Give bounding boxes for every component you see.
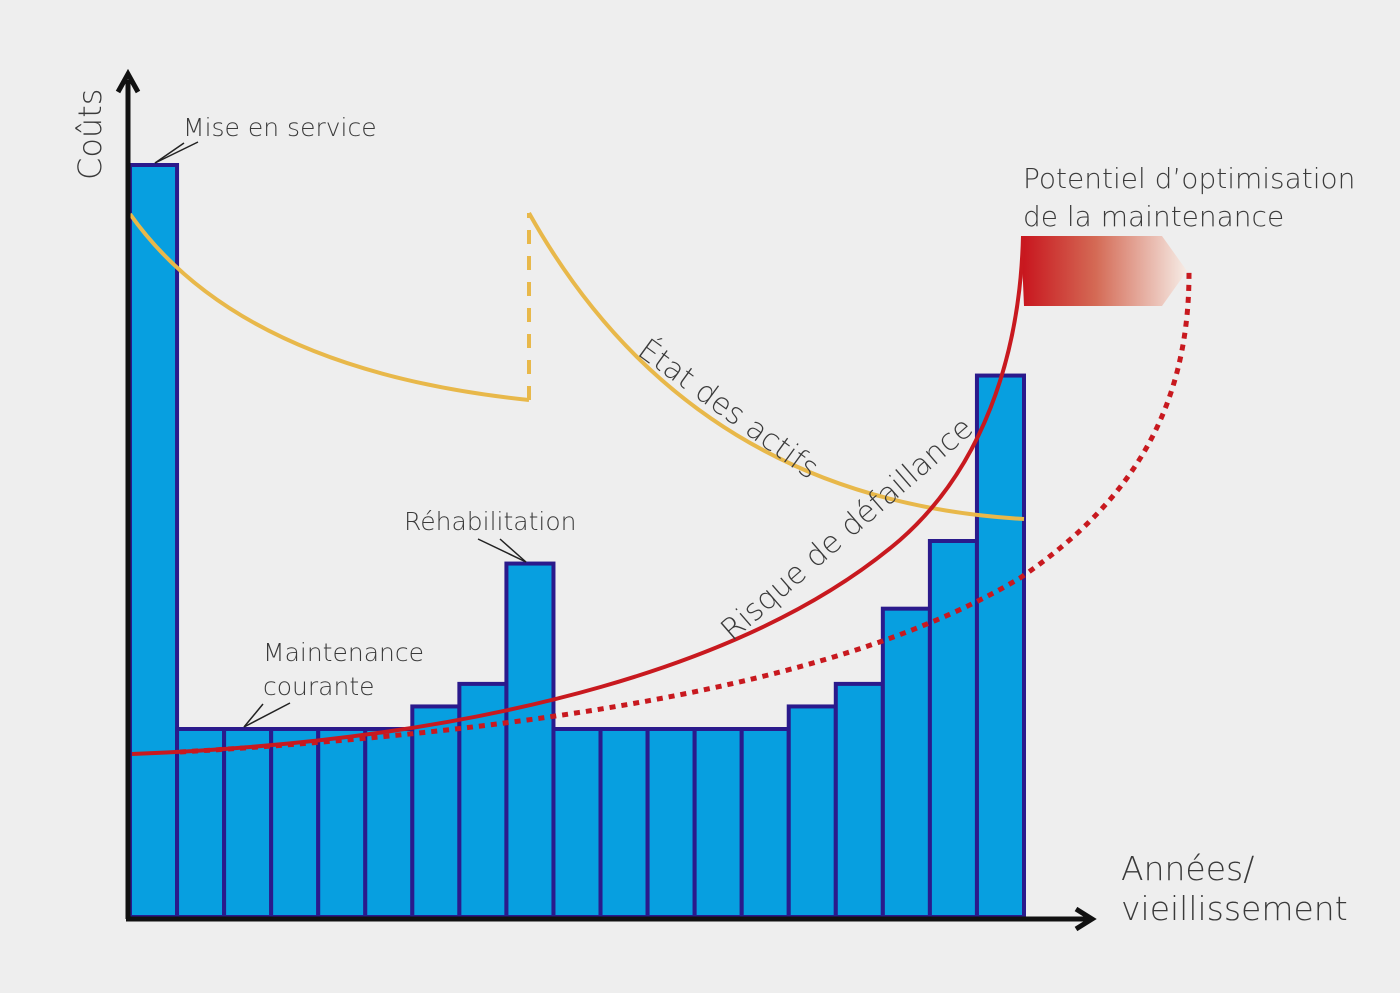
cost-bar — [927, 539, 979, 919]
cost-bar — [974, 373, 1027, 919]
cost-bar — [363, 727, 415, 919]
cost-bar — [269, 727, 321, 919]
x-axis-label-2: vieillissement — [1121, 889, 1348, 928]
cost-bars — [128, 163, 1027, 919]
cost-bar — [316, 727, 368, 919]
cost-bar — [880, 606, 932, 919]
cost-bar — [128, 163, 180, 919]
cost-bar — [504, 561, 556, 919]
cost-bar — [551, 727, 603, 919]
optimization-label-2: de la maintenance — [1023, 200, 1284, 233]
cost-bar — [598, 727, 650, 919]
cost-bar — [786, 704, 838, 919]
optimization-label-1: Potentiel d’optimisation — [1023, 162, 1355, 195]
failure-risk-curve — [131, 235, 1025, 756]
rehabilitation-label: Réhabilitation — [404, 507, 577, 536]
optimization-potential-band — [1021, 236, 1187, 306]
commissioning-label: Mise en service — [183, 113, 377, 142]
cost-bar — [175, 727, 227, 919]
optimized-risk-curve — [179, 269, 1192, 755]
axes — [115, 68, 1097, 932]
cost-bar — [645, 727, 697, 919]
cost-bar — [410, 704, 462, 919]
y-axis-label: Coûts — [71, 89, 109, 180]
leader-lines — [154, 141, 527, 728]
cost-bar — [692, 727, 744, 919]
asset-condition-label: État des actifs — [631, 331, 825, 486]
routine-maintenance-label-2: courante — [263, 672, 375, 701]
x-axis-label-1: Années/ — [1121, 849, 1254, 888]
cost-bar — [222, 727, 274, 919]
cost-bar — [739, 727, 791, 919]
cost-bar — [833, 681, 885, 919]
routine-maintenance-label-1: Maintenance — [263, 638, 424, 667]
